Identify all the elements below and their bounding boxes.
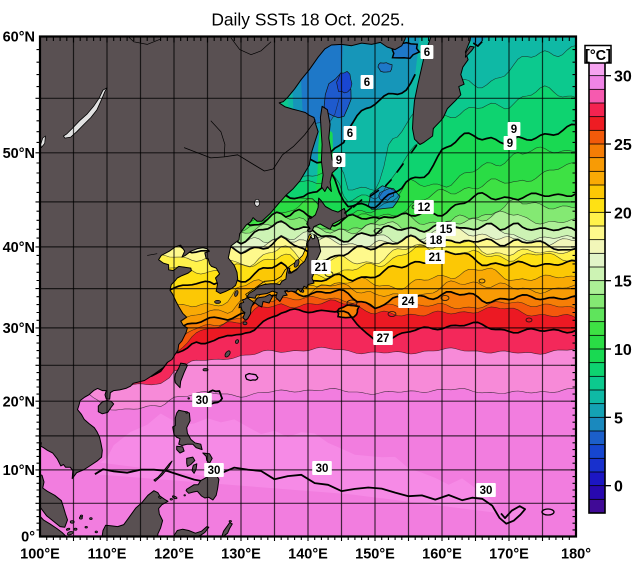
svg-text:20: 20 — [614, 205, 632, 222]
svg-text:27: 27 — [377, 333, 390, 345]
svg-text:21: 21 — [429, 252, 442, 264]
svg-text:[°C]: [°C] — [585, 48, 611, 64]
svg-text:10: 10 — [614, 342, 632, 359]
svg-text:160°E: 160°E — [422, 547, 462, 563]
svg-text:120°E: 120°E — [154, 547, 194, 563]
svg-text:0: 0 — [614, 479, 623, 496]
svg-text:6: 6 — [364, 77, 370, 89]
svg-text:130°E: 130°E — [221, 547, 261, 563]
svg-text:100°E: 100°E — [20, 547, 60, 563]
svg-text:40°N: 40°N — [3, 240, 35, 256]
svg-text:30: 30 — [208, 465, 221, 477]
svg-text:10°N: 10°N — [3, 463, 35, 479]
svg-text:18: 18 — [430, 235, 443, 247]
svg-text:21: 21 — [315, 262, 328, 274]
svg-text:150°E: 150°E — [355, 547, 395, 563]
svg-text:170°E: 170°E — [489, 547, 529, 563]
svg-text:6: 6 — [424, 47, 430, 59]
svg-text:110°E: 110°E — [88, 547, 127, 563]
svg-text:180°: 180° — [561, 547, 591, 563]
svg-text:30°N: 30°N — [3, 321, 35, 337]
svg-text:6: 6 — [347, 128, 353, 140]
svg-text:24: 24 — [402, 296, 415, 308]
svg-text:20°N: 20°N — [3, 394, 35, 410]
svg-text:9: 9 — [507, 138, 513, 150]
svg-text:140°E: 140°E — [288, 547, 328, 563]
svg-text:9: 9 — [511, 124, 517, 136]
svg-text:30: 30 — [316, 463, 329, 475]
svg-text:50°N: 50°N — [3, 146, 35, 162]
svg-text:9: 9 — [336, 155, 342, 167]
svg-text:5: 5 — [614, 410, 623, 427]
svg-text:0°: 0° — [21, 530, 35, 546]
svg-text:15: 15 — [614, 274, 632, 291]
svg-text:60°N: 60°N — [3, 30, 35, 46]
svg-text:25: 25 — [614, 137, 632, 154]
svg-text:30: 30 — [196, 395, 209, 407]
svg-text:12: 12 — [418, 202, 431, 214]
svg-text:30: 30 — [480, 485, 493, 497]
svg-text:30: 30 — [614, 69, 632, 86]
svg-text:Daily SSTs 18 Oct. 2025.: Daily SSTs 18 Oct. 2025. — [211, 9, 404, 29]
